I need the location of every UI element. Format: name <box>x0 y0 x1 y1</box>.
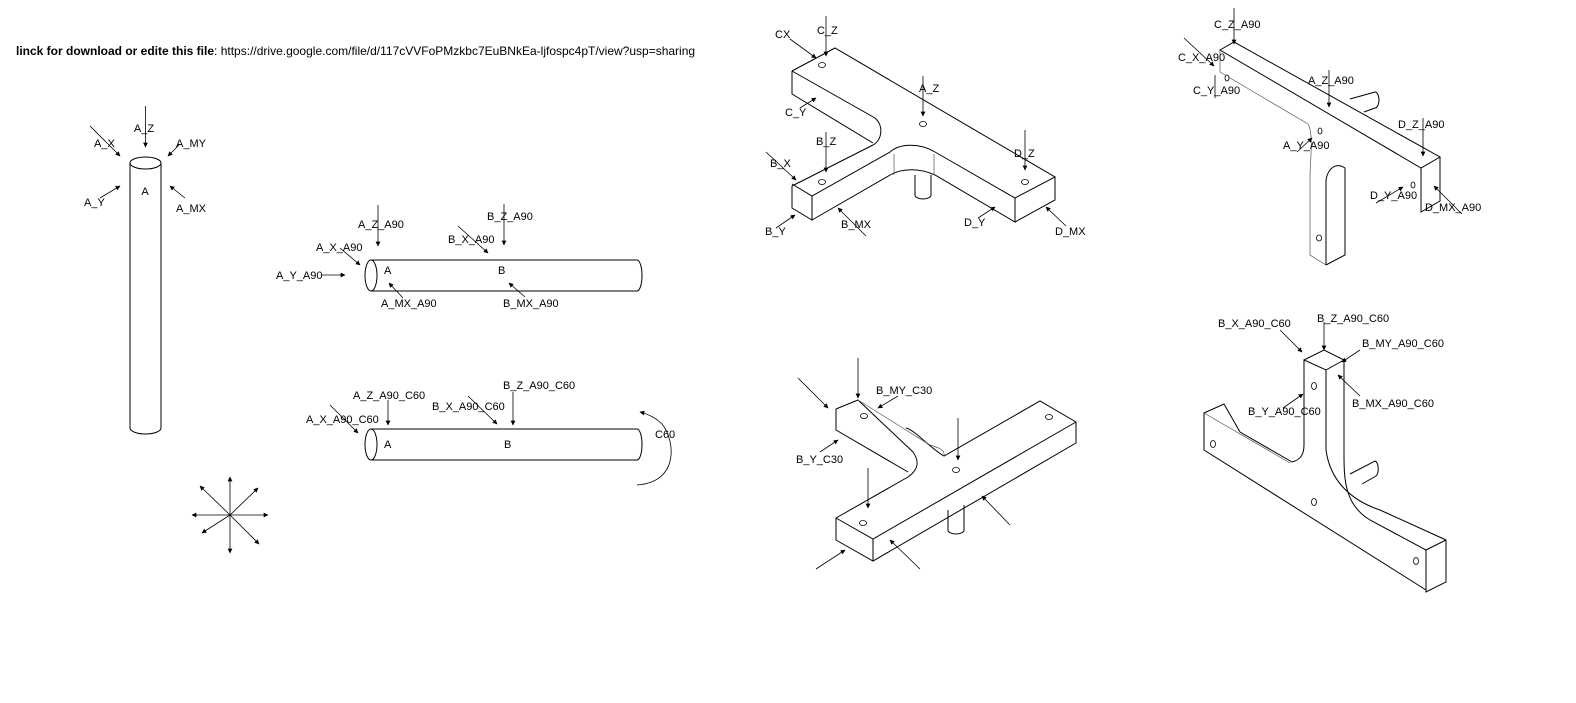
d-z-a90-label: D_Z_A90 <box>1398 119 1444 131</box>
a-z-label: A_Z <box>134 123 154 135</box>
b-y-label: B_Y <box>765 226 786 238</box>
tube-a90-figure: A B A_Z_A90 A_X_A90 A_Y_A90 A_MX_A90 B_Z… <box>276 204 643 310</box>
tee-a90-figure: C_Z_A90 C_X_A90 C_Y_A90 A_Z_A90 A_Y_A90 … <box>1178 8 1481 266</box>
a-z-a90-c60-label: A_Z_A90_C60 <box>353 390 425 402</box>
file-link-line: linck for download or edite this file: h… <box>16 44 695 58</box>
point-a-label: A <box>384 265 392 277</box>
tee-base-figure: CX C_Z C_Y A_Z B_Z B_X B_Y B_MX D_Z D_Y … <box>765 16 1086 238</box>
a-z-a90-label: A_Z_A90 <box>358 219 404 231</box>
b-mx-a90-c60-label: B_MX_A90_C60 <box>1352 398 1434 410</box>
b-x-a90-label: B_X_A90 <box>448 234 494 246</box>
a-z-label: A_Z <box>919 83 939 95</box>
file-link-prefix: linck for download or edite this file <box>16 44 215 58</box>
b-mx-label: B_MX <box>841 219 872 231</box>
b-my-a90-c60-label: B_MY_A90_C60 <box>1362 338 1444 350</box>
d-y-a90-label: D_Y_A90 <box>1370 190 1417 202</box>
c-y-a90-label: C_Y_A90 <box>1193 85 1240 97</box>
b-mx-a90-label: B_MX_A90 <box>503 298 559 310</box>
b-x-label: B_X <box>770 158 791 170</box>
point-a-label: A <box>384 439 392 451</box>
c-x-a90-label: C_X_A90 <box>1178 52 1225 64</box>
a-y-label: A_Y <box>84 197 105 209</box>
axes-direction-symbol <box>191 476 269 554</box>
b-x-a90-c60-label: B_X_A90_C60 <box>1218 318 1291 330</box>
d-z-label: D_Z <box>1014 148 1035 160</box>
b-z-a90-c60-label: B_Z_A90_C60 <box>503 380 575 392</box>
b-z-label: B_Z <box>816 136 836 148</box>
b-z-a90-c60-label: B_Z_A90_C60 <box>1317 313 1389 325</box>
b-y-c30-label: B_Y_C30 <box>796 454 843 466</box>
b-z-a90-label: B_Z_A90 <box>487 211 533 223</box>
file-link-url[interactable]: https://drive.google.com/file/d/117cVVFo… <box>220 44 696 58</box>
a-y-a90-label: A_Y_A90 <box>1283 140 1329 152</box>
a-z-a90-label: A_Z_A90 <box>1308 75 1354 87</box>
b-x-a90-c60-label: B_X_A90_C60 <box>432 401 505 413</box>
file-link-separator: : <box>214 44 218 58</box>
point-a-label: A <box>141 186 149 198</box>
point-b-label: B <box>498 265 505 277</box>
tee-c30-figure: B_MY_C30 B_Y_C30 <box>796 358 1077 570</box>
a-x-label: A_X <box>94 138 115 150</box>
a-x-a90-label: A_X_A90 <box>316 242 362 254</box>
c-y-label: C_Y <box>785 107 807 119</box>
tube-a90-c60-figure: A B A_Z_A90_C60 A_X_A90_C60 B_X_A90_C60 … <box>306 380 675 486</box>
c-z-a90-label: C_Z_A90 <box>1214 19 1260 31</box>
a-x-a90-c60-label: A_X_A90_C60 <box>306 414 379 426</box>
vertical-tube-figure: A A_Z A_X A_MY A_Y A_MX <box>84 106 207 435</box>
c-z-label: C_Z <box>817 25 838 37</box>
a-mx-a90-label: A_MX_A90 <box>381 298 437 310</box>
d-y-label: D_Y <box>964 217 986 229</box>
a-y-a90-label: A_Y_A90 <box>276 270 322 282</box>
d-mx-label: D_MX <box>1055 226 1086 238</box>
point-b-label: B <box>504 439 511 451</box>
a-mx-label: A_MX <box>176 203 207 215</box>
d-mx-a90-label: D_MX_A90 <box>1425 202 1481 214</box>
b-my-c30-label: B_MY_C30 <box>876 385 932 397</box>
tee-a90-c60-figure: B_X_A90_C60 B_Z_A90_C60 B_MY_A90_C60 B_Y… <box>1203 313 1447 593</box>
c60-rotation-label: C60 <box>655 429 675 441</box>
cx-label: CX <box>775 29 791 41</box>
b-y-a90-c60-label: B_Y_A90_C60 <box>1248 406 1321 418</box>
a-my-label: A_MY <box>176 138 207 150</box>
